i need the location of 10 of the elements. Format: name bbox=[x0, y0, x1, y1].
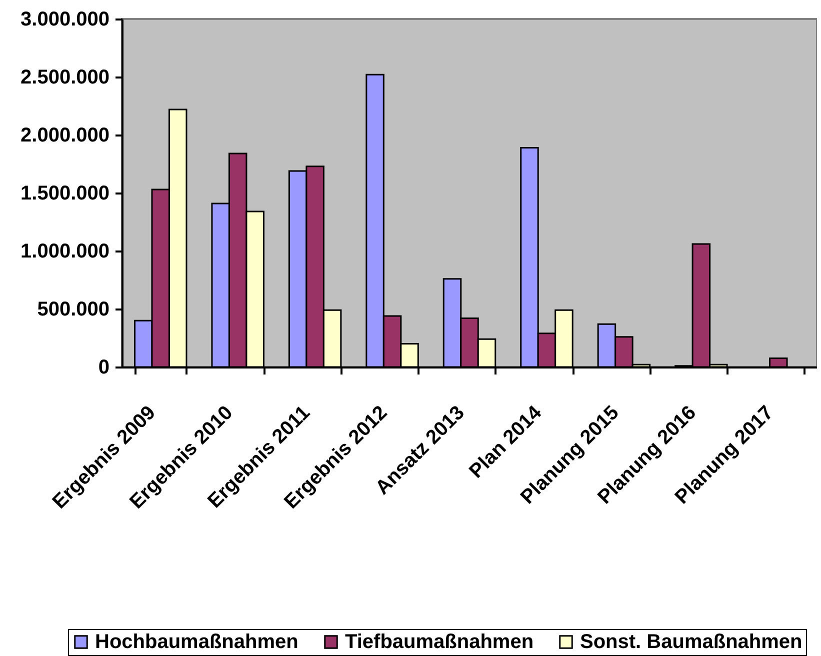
legend-label: Hochbaumaßnahmen bbox=[95, 631, 298, 653]
y-tick-label: 1.000.000 bbox=[20, 240, 110, 262]
y-tick-label: 2.500.000 bbox=[20, 66, 110, 88]
legend-label: Tiefbaumaßnahmen bbox=[345, 631, 534, 653]
y-tick-label: 1.500.000 bbox=[20, 182, 110, 204]
y-tick-label: 0 bbox=[98, 356, 110, 378]
y-tick-label: 3.000.000 bbox=[20, 8, 110, 30]
legend-label: Sonst. Baumaßnahmen bbox=[580, 631, 802, 653]
y-tick-label: 500.000 bbox=[37, 298, 110, 320]
y-tick-label: 2.000.000 bbox=[20, 124, 110, 146]
